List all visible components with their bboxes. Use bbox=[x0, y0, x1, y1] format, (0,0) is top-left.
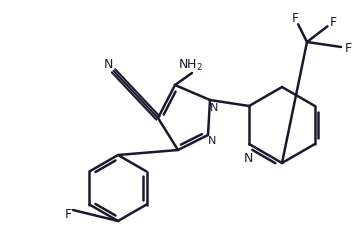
Text: N: N bbox=[103, 58, 113, 72]
Text: N: N bbox=[210, 103, 218, 113]
Text: F: F bbox=[345, 41, 352, 55]
Text: F: F bbox=[329, 15, 337, 29]
Text: N: N bbox=[208, 136, 216, 146]
Text: N: N bbox=[243, 151, 253, 165]
Text: NH$_2$: NH$_2$ bbox=[177, 58, 202, 73]
Text: F: F bbox=[292, 11, 298, 25]
Text: F: F bbox=[64, 208, 72, 222]
